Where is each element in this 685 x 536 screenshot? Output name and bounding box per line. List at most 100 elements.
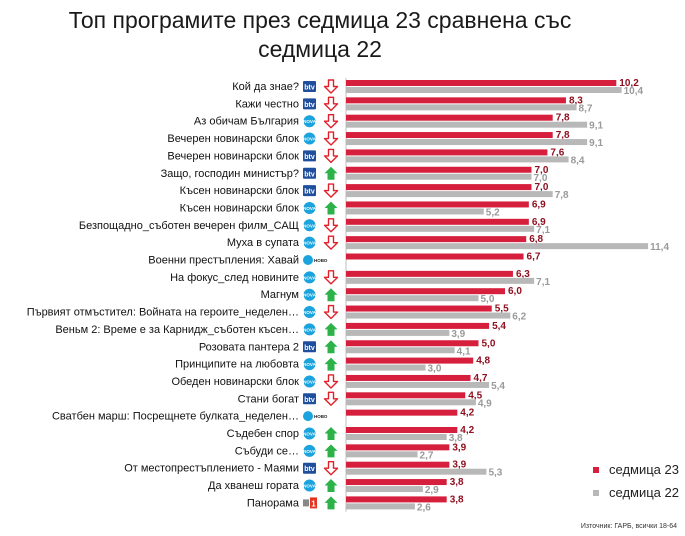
- bar-week23: [346, 392, 466, 399]
- btv-logo-text: btv: [304, 466, 315, 473]
- data-label-week23: 6,0: [508, 286, 522, 297]
- nova-logo-icon: [303, 132, 316, 145]
- nova-logo-text: NOVA: [303, 223, 316, 228]
- trend-down-arrow-icon: [323, 391, 339, 406]
- nova-logo-icon: [303, 427, 316, 440]
- bar-week23: [346, 496, 447, 503]
- category-label: Късен новинарски блок: [180, 202, 300, 214]
- nova-logo-text: NOVA: [303, 275, 316, 280]
- bar-week22: [346, 347, 455, 354]
- category-label: Вечерен новинарски блок: [167, 133, 299, 145]
- trend-down-arrow-icon: [323, 96, 339, 112]
- bar-week23: [346, 305, 492, 312]
- data-label-week23: 7,0: [535, 182, 549, 193]
- nova-logo-text: NOVA: [303, 484, 316, 489]
- category-label: Обеден новинарски блок: [171, 376, 299, 388]
- btv-logo-text: btv: [304, 345, 315, 352]
- nova-logo-icon: [303, 219, 316, 232]
- bar-week22: [346, 87, 622, 93]
- category-label: Принципите на любовта: [175, 359, 300, 371]
- bar-week22: [346, 225, 535, 232]
- category-label: От местопрестъплението - Маями: [124, 463, 299, 475]
- btv-logo-text: btv: [304, 85, 315, 92]
- trend-down-arrow-icon: [323, 235, 339, 250]
- bar-week23: [346, 322, 490, 329]
- btv-logo-icon: [303, 81, 316, 92]
- nova-logo-text: NOVA: [303, 137, 316, 142]
- bar-week23: [346, 357, 474, 364]
- data-label-week23: 4,8: [476, 356, 490, 367]
- bar-week22: [346, 208, 484, 215]
- bar-week23: [346, 288, 505, 295]
- data-label-week22: 5,4: [491, 381, 505, 392]
- data-label-week23: 7,8: [556, 113, 570, 124]
- data-label-week22: 7,8: [555, 190, 569, 201]
- bar-week23: [346, 236, 527, 243]
- trend-up-arrow-icon: [324, 166, 338, 180]
- trend-up-arrow-icon: [324, 357, 338, 371]
- data-label-week23: 3,9: [452, 442, 466, 453]
- legend-label-week22: седмица 22: [609, 485, 679, 500]
- nova-logo-icon: [303, 271, 316, 284]
- data-label-week22: 8,4: [571, 155, 585, 166]
- category-label: Муха в супата: [227, 237, 300, 249]
- bnt-logo-text: 1: [311, 499, 316, 508]
- bar-week23: [346, 114, 553, 121]
- data-label-week22: 9,1: [589, 138, 603, 149]
- legend: седмица 23 седмица 22: [593, 458, 679, 504]
- nova-logo-text: NOVA: [303, 119, 316, 124]
- bar-week23: [346, 97, 566, 104]
- nova-logo-text: NOVA: [303, 379, 316, 384]
- bar-week22: [346, 434, 447, 440]
- bar-week22: [346, 468, 487, 475]
- data-label-week22: 5,0: [481, 294, 495, 305]
- data-label-week23: 4,2: [460, 408, 474, 419]
- bar-week22: [346, 104, 577, 111]
- data-label-week23: 3,8: [450, 477, 464, 488]
- nova-logo-icon: [303, 201, 316, 214]
- category-label: Първият отмъстител: Войната на героите_н…: [27, 307, 299, 319]
- data-label-week23: 4,2: [460, 425, 474, 436]
- category-label: Защо, господин министър?: [161, 168, 299, 180]
- nova-logo-text: NOVA: [303, 327, 316, 332]
- bar-week22: [346, 312, 511, 319]
- btv-logo-icon: [303, 393, 316, 405]
- nova-logo-icon: [303, 288, 316, 301]
- bar-week22: [346, 191, 553, 198]
- data-label-week23: 3,8: [450, 494, 464, 505]
- data-label-week23: 8,3: [569, 95, 583, 106]
- data-label-week23: 7,8: [556, 130, 570, 141]
- bar-week22: [346, 503, 415, 510]
- category-label: Магнум: [261, 289, 299, 301]
- data-label-week23: 5,0: [482, 338, 496, 349]
- trend-down-arrow-icon: [323, 461, 339, 476]
- category-label: Съдебен спор: [227, 428, 299, 440]
- nova-logo-text: NOVA: [303, 449, 316, 454]
- legend-label-week23: седмица 23: [609, 462, 679, 477]
- bar-week22: [346, 295, 479, 302]
- nova-logo-icon: [303, 255, 313, 265]
- data-label-week22: 3,0: [428, 364, 442, 375]
- source-note: Източник: ГАРБ, всички 18-64: [580, 523, 677, 530]
- category-label: Веньм 2: Време е за Карнидж_съботен късе…: [55, 324, 299, 336]
- nova-logo-icon: [303, 306, 316, 319]
- category-label: Да хванеш гората: [208, 480, 300, 492]
- data-label-week22: 9,1: [589, 121, 603, 132]
- trend-down-arrow-icon: [323, 218, 339, 233]
- data-label-week22: 2,6: [417, 502, 431, 513]
- data-label-week23: 5,4: [492, 321, 506, 332]
- data-label-week23: 6,8: [529, 234, 543, 245]
- trend-down-arrow-icon: [323, 114, 339, 129]
- category-label: Късен новинарски блок: [180, 185, 300, 197]
- data-label-week23: 6,9: [532, 217, 546, 228]
- data-label-week22: 7,1: [536, 225, 550, 236]
- trend-down-arrow-icon: [323, 148, 339, 164]
- data-label-week23: 5,5: [495, 304, 509, 315]
- trend-up-arrow-icon: [324, 479, 338, 493]
- btv-logo-text: btv: [304, 154, 315, 161]
- trend-down-arrow-icon: [323, 304, 339, 320]
- legend-item-week22: седмица 22: [593, 481, 679, 504]
- bar-week23: [346, 461, 450, 468]
- data-label-week22: 8,7: [579, 103, 593, 114]
- category-label: Безпощадно_съботен вечерен филм_САЩ: [79, 220, 299, 232]
